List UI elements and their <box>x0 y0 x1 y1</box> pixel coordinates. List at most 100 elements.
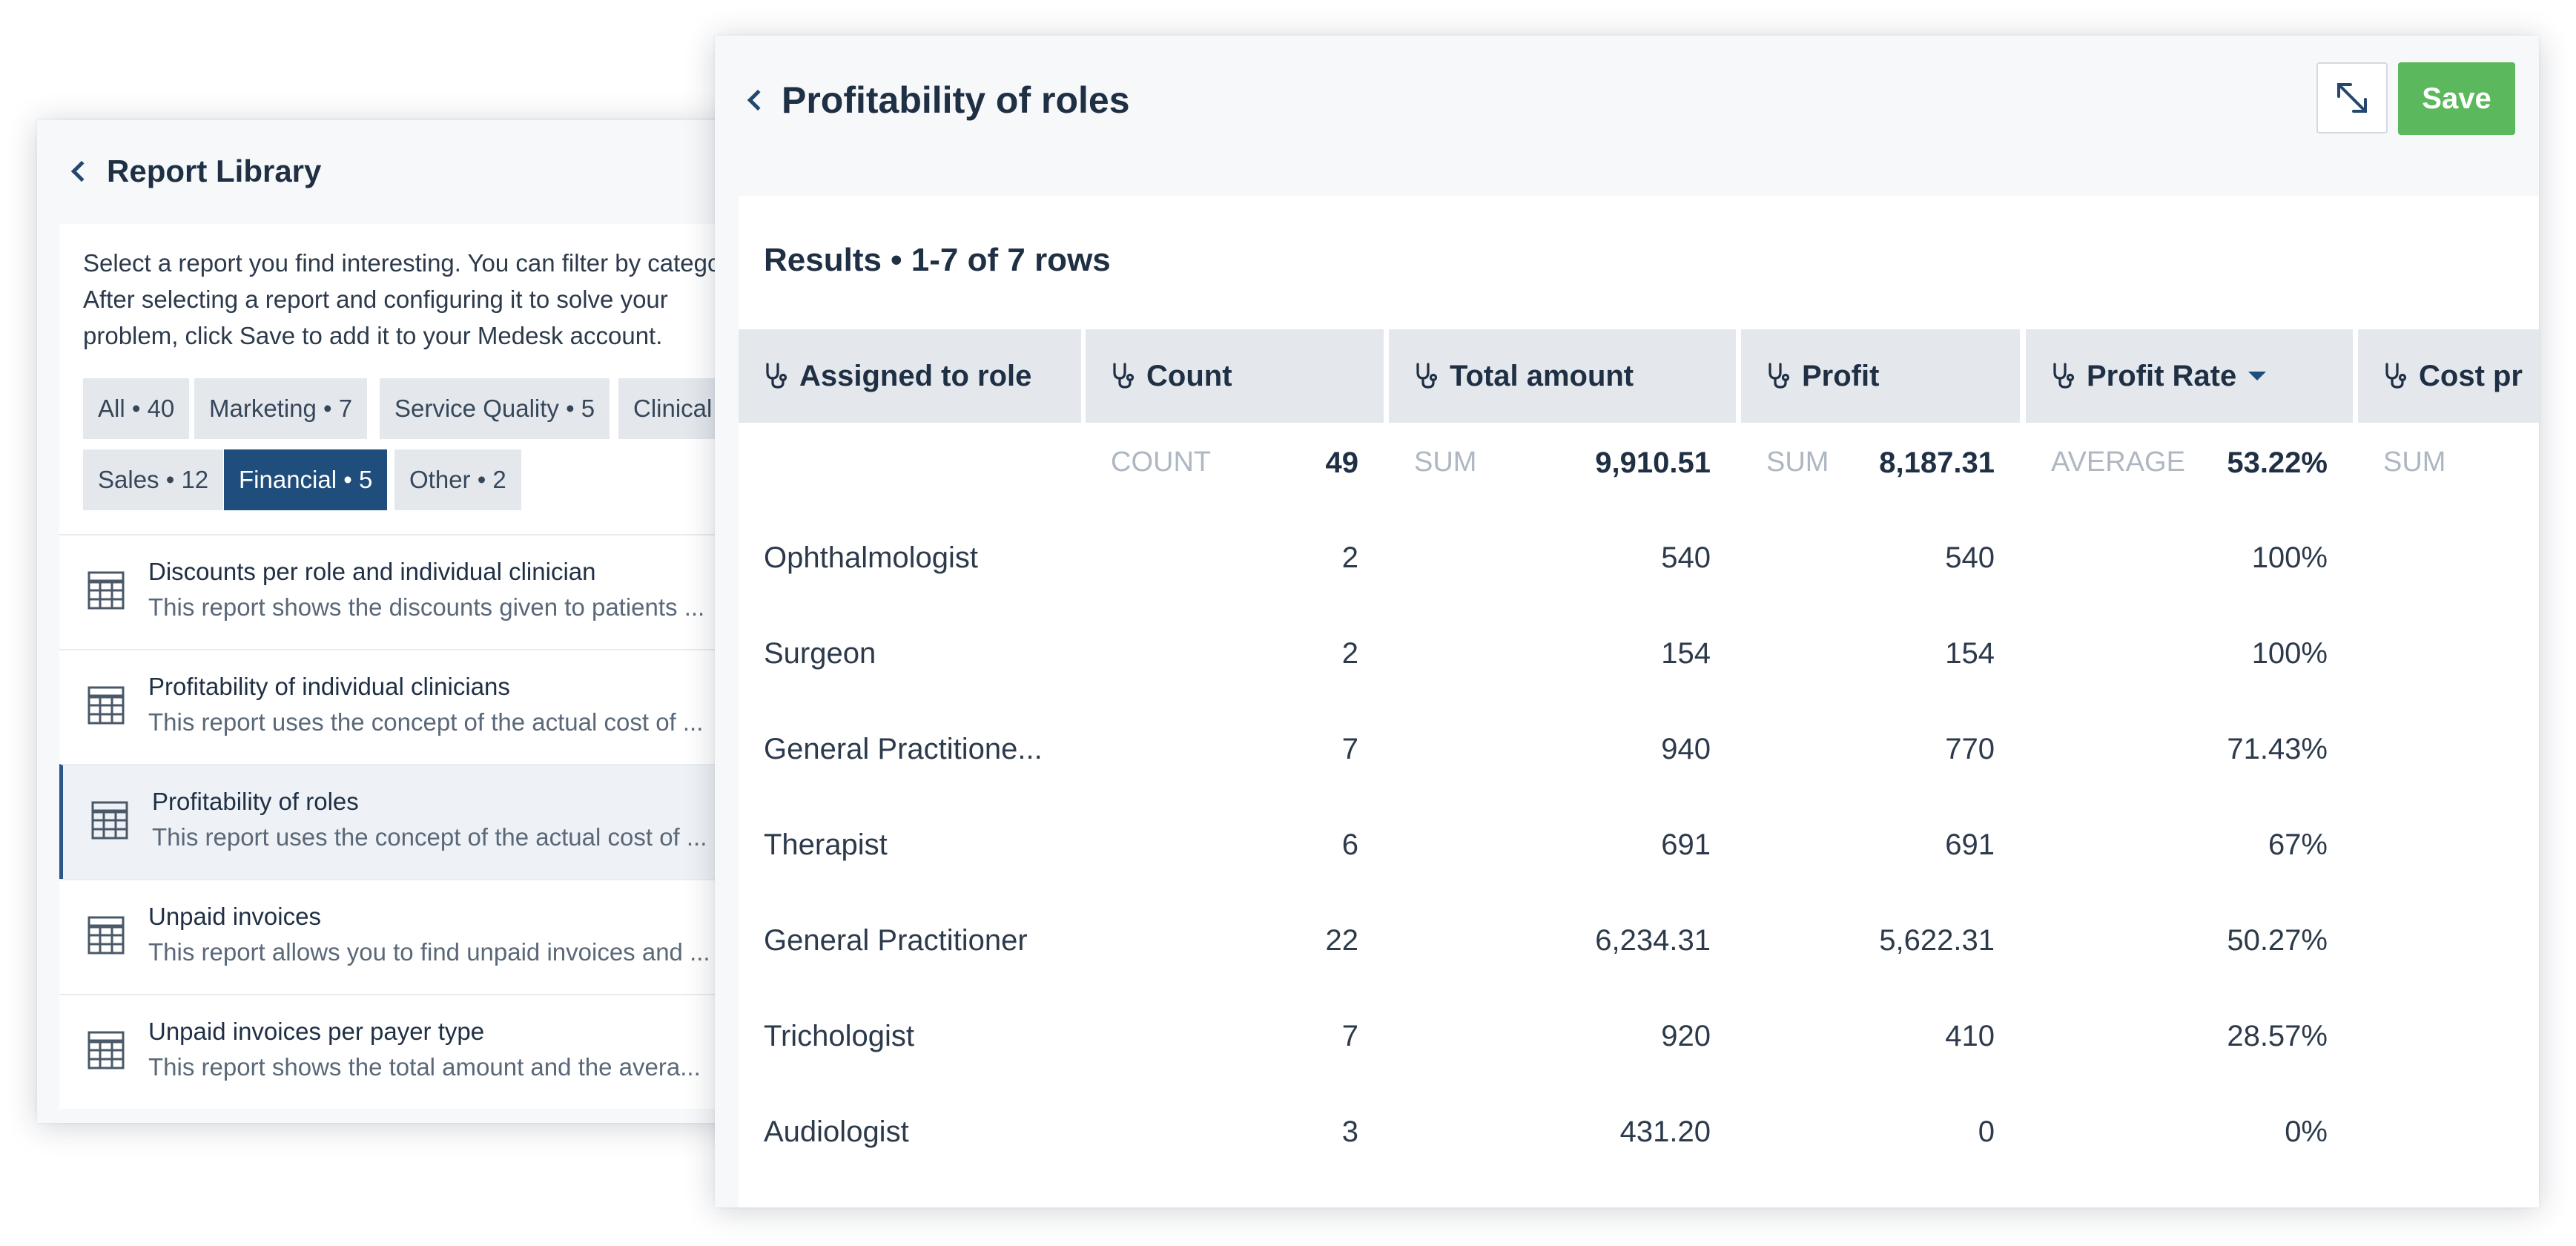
table-cell: 6 <box>1341 828 1358 861</box>
table-cell: Surgeon <box>764 637 876 670</box>
aggregate-value: 49 <box>1325 446 1359 479</box>
table-cell: 154 <box>1945 637 1995 670</box>
library-title: Report Library <box>107 154 322 188</box>
column-header[interactable]: Total amount <box>1389 329 1736 423</box>
column-header[interactable]: Profit Rate <box>2026 329 2353 423</box>
table-cell: Ophthalmologist <box>764 541 979 574</box>
intro-line: problem, click Save to add it to your Me… <box>83 322 663 349</box>
table-cell: 691 <box>1945 828 1995 861</box>
column-header-label: Count <box>1146 359 1232 392</box>
table-cell: 67% <box>2268 828 2328 861</box>
column-header-label: Profit <box>1802 359 1880 392</box>
table-cell: 691 <box>1661 828 1711 861</box>
library-back-button[interactable]: Report Library <box>68 138 321 205</box>
category-chip[interactable]: All • 40 <box>83 378 190 439</box>
chevron-left-icon <box>747 89 769 111</box>
column-header-label: Total amount <box>1450 359 1634 392</box>
table-row[interactable]: General Practitioner 22 6,234.31 5,622.31 50… <box>739 924 2539 969</box>
chevron-left-icon <box>70 160 93 182</box>
expand-button[interactable] <box>2316 62 2388 134</box>
table-cell: General Practitioner <box>764 924 1028 957</box>
aggregate-label: SUM <box>1414 446 1477 478</box>
table-cell: 920 <box>1661 1020 1711 1052</box>
table-icon <box>87 571 125 610</box>
table-cell: Trichologist <box>764 1020 915 1052</box>
category-chip[interactable]: Marketing • 7 <box>194 378 368 439</box>
table-cell: 770 <box>1945 733 1995 765</box>
aggregate-label: SUM <box>1766 446 1829 478</box>
table-cell: 540 <box>1661 541 1711 574</box>
column-header-label: Assigned to role <box>799 359 1032 392</box>
library-body: Select a report you find interesting. Yo… <box>59 224 764 1109</box>
stethoscope-icon <box>2053 363 2075 389</box>
intro-line: Select a report you find interesting. Yo… <box>83 249 747 277</box>
report-list-item[interactable]: Unpaid invoices This report allows you to… <box>59 879 764 994</box>
report-list-item[interactable]: Unpaid invoices per payer type This repor… <box>59 994 764 1109</box>
report-description: This report allows you to find unpaid in… <box>148 938 710 966</box>
category-filter-chips: All • 40 Marketing • 7 Service Quality • 5… <box>83 378 764 527</box>
table-icon <box>87 686 125 725</box>
report-list-item[interactable]: Profitability of individual clinicians Th… <box>59 649 764 764</box>
table-cell: 100% <box>2251 541 2328 574</box>
table-cell: 410 <box>1945 1020 1995 1052</box>
stethoscope-icon <box>1113 363 1135 389</box>
report-list-item[interactable]: Discounts per role and individual clinic… <box>59 534 764 649</box>
report-back-button[interactable]: Profitability of roles <box>744 67 1130 134</box>
table-row[interactable]: Surgeon 2 154 154 100% <box>739 637 2539 682</box>
report-name: Unpaid invoices <box>148 903 321 930</box>
results-table: Assigned to role Count COUNT 49 Total amount… <box>739 329 2539 1207</box>
table-cell: 3 <box>1341 1115 1358 1148</box>
table-cell: 2 <box>1341 637 1358 670</box>
table-row[interactable]: Trichologist 7 920 410 28.57% <box>739 1020 2539 1064</box>
table-row[interactable]: Ophthalmologist 2 540 540 100% <box>739 541 2539 586</box>
category-chip[interactable]: Sales • 12 <box>83 449 224 510</box>
stethoscope-icon <box>1416 363 1438 389</box>
column-header[interactable]: Profit <box>1741 329 2020 423</box>
category-chip[interactable]: Other • 2 <box>394 449 521 510</box>
table-icon <box>87 916 125 955</box>
aggregate-label: COUNT <box>1111 446 1212 478</box>
table-cell: General Practitione... <box>764 733 1043 765</box>
table-cell: 28.57% <box>2227 1020 2328 1052</box>
aggregate-label: AVERAGE <box>2051 446 2185 478</box>
report-list-item[interactable]: Profitability of roles This report uses t… <box>59 764 764 879</box>
table-cell: 7 <box>1341 733 1358 765</box>
category-chip[interactable]: Service Quality • 5 <box>380 378 610 439</box>
aggregate-label: SUM <box>2383 446 2446 478</box>
category-chip[interactable]: Clinical <box>618 378 727 439</box>
table-cell: 100% <box>2251 637 2328 670</box>
report-name: Unpaid invoices per payer type <box>148 1018 485 1045</box>
report-panel: Profitability of roles Save Results • 1-… <box>715 36 2539 1207</box>
results-title: Results • 1-7 of 7 rows <box>764 242 1111 278</box>
column-header-label: Profit Rate <box>2087 359 2237 392</box>
report-library-panel: Report Library Select a report you find … <box>37 120 764 1123</box>
report-description: This report uses the concept of the actu… <box>152 823 707 851</box>
intro-line: After selecting a report and configuring… <box>83 286 668 313</box>
table-cell: 940 <box>1661 733 1711 765</box>
report-list: Discounts per role and individual clinic… <box>59 534 764 1109</box>
table-row[interactable]: Audiologist 3 431.20 0 0% <box>739 1115 2539 1160</box>
table-cell: Audiologist <box>764 1115 909 1148</box>
table-cell: 431.20 <box>1619 1115 1711 1148</box>
library-intro: Select a report you find interesting. Yo… <box>83 245 750 354</box>
report-name: Profitability of roles <box>152 788 359 815</box>
stethoscope-icon <box>766 363 787 389</box>
stethoscope-icon <box>2385 363 2407 389</box>
column-header[interactable]: Count <box>1086 329 1384 423</box>
stethoscope-icon <box>1768 363 1790 389</box>
report-description: This report shows the total amount and t… <box>148 1053 701 1081</box>
table-cell: 6,234.31 <box>1595 924 1711 957</box>
table-cell: 154 <box>1661 637 1711 670</box>
table-cell: 71.43% <box>2227 733 2328 765</box>
column-header[interactable]: Assigned to role <box>739 329 1081 423</box>
save-button[interactable]: Save <box>2398 62 2515 135</box>
category-chip[interactable]: Financial • 5 <box>224 449 388 510</box>
table-cell: Therapist <box>764 828 888 861</box>
table-cell: 7 <box>1341 1020 1358 1052</box>
table-row[interactable]: Therapist 6 691 691 67% <box>739 828 2539 873</box>
column-header[interactable]: Cost pr <box>2358 329 2539 423</box>
table-cell: 2 <box>1341 541 1358 574</box>
table-cell: 50.27% <box>2227 924 2328 957</box>
table-row[interactable]: General Practitione... 7 940 770 71.43% <box>739 733 2539 777</box>
report-name: Profitability of individual clinicians <box>148 673 510 700</box>
